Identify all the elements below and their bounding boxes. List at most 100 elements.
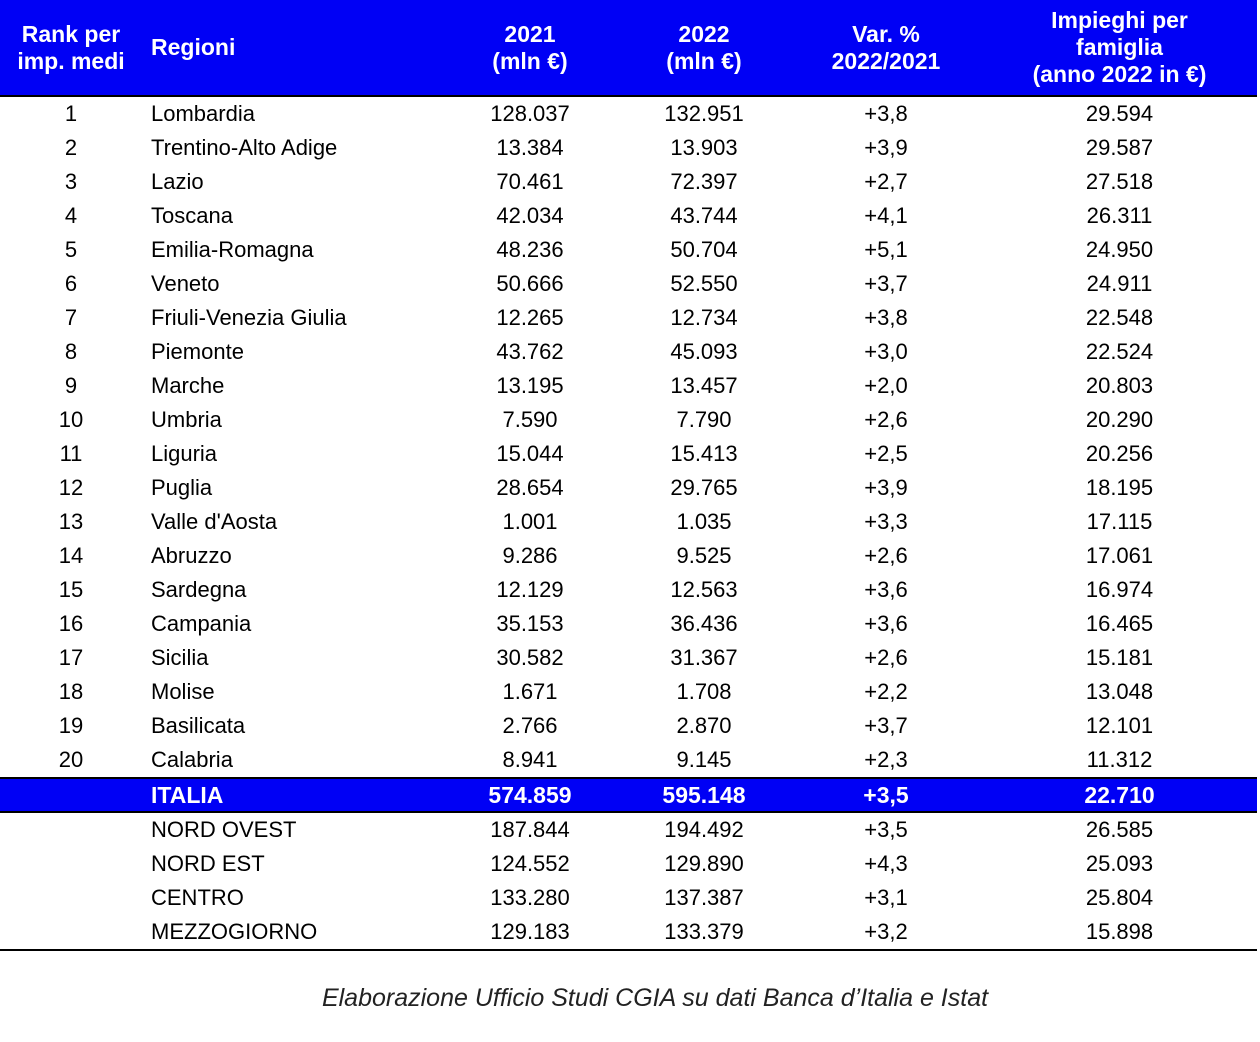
header-2022: 2022 (mln €) [618, 0, 790, 96]
region-cell: Trentino-Alto Adige [151, 135, 338, 160]
value-2022-cell: 137.387 [664, 885, 744, 910]
region-cell: Sardegna [151, 577, 247, 602]
rank-cell: 8 [64, 339, 78, 364]
value-2022-cell: 9.525 [676, 543, 732, 568]
value-2022-cell: 1.708 [676, 679, 732, 704]
area-row: NORD OVEST 187.844 194.492 +3,5 26.585 [0, 812, 1257, 847]
region-cell: Sicilia [151, 645, 209, 670]
value-2021-cell: 15.044 [496, 441, 564, 466]
ranking-table: Rank per imp. medi Regioni 2021 (mln €) 20… [0, 0, 1257, 950]
region-cell: NORD OVEST [151, 817, 297, 842]
table-row: 6 Veneto 50.666 52.550 +3,7 24.911 [0, 267, 1257, 301]
table-row: 20 Calabria 8.941 9.145 +2,3 11.312 [0, 743, 1257, 778]
rank-cell [0, 881, 142, 915]
value-2021-cell: 1.001 [502, 509, 558, 534]
var-percent-cell: +2,2 [864, 679, 908, 704]
per-family-cell: 20.803 [1085, 373, 1154, 398]
region-cell: Puglia [151, 475, 213, 500]
region-cell: Umbria [151, 407, 222, 432]
var-percent-cell: +3,7 [864, 713, 908, 738]
var-percent-cell: +3,3 [864, 509, 908, 534]
rank-cell: 20 [58, 747, 84, 772]
rank-cell: 13 [58, 509, 84, 534]
table-row: 1 Lombardia 128.037 132.951 +3,8 29.594 [0, 96, 1257, 131]
per-family-cell: 22.524 [1085, 339, 1154, 364]
var-percent-cell: +3,2 [864, 919, 908, 944]
per-family-cell: 16.465 [1085, 611, 1154, 636]
header-2021: 2021 (mln €) [442, 0, 618, 96]
rank-cell: 18 [58, 679, 84, 704]
table-row: 5 Emilia-Romagna 48.236 50.704 +5,1 24.950 [0, 233, 1257, 267]
rank-cell: 11 [59, 441, 83, 466]
per-family-cell: 18.195 [1085, 475, 1154, 500]
value-2022-cell: 9.145 [676, 747, 732, 772]
per-family-cell: 26.311 [1086, 203, 1153, 228]
per-family-cell: 27.518 [1085, 169, 1154, 194]
rank-cell: 14 [58, 543, 84, 568]
region-cell: Liguria [151, 441, 218, 466]
header-var: Var. % 2022/2021 [790, 0, 982, 96]
region-cell: NORD EST [151, 851, 265, 876]
table-header: Rank per imp. medi Regioni 2021 (mln €) 20… [0, 0, 1257, 96]
value-2021-cell: 574.859 [488, 781, 572, 808]
rank-cell [0, 847, 142, 881]
header-rank-line: imp. medi [17, 47, 125, 74]
per-family-cell: 11.312 [1086, 747, 1153, 772]
source-caption: Elaborazione Ufficio Studi CGIA su dati … [321, 984, 989, 1012]
rank-cell: 5 [64, 237, 78, 262]
value-2021-cell: 48.236 [496, 237, 564, 262]
value-2021-cell: 13.384 [496, 135, 564, 160]
var-percent-cell: +2,6 [864, 407, 908, 432]
rank-cell: 10 [58, 407, 84, 432]
value-2022-cell: 36.436 [670, 611, 738, 636]
table-row: 9 Marche 13.195 13.457 +2,0 20.803 [0, 369, 1257, 403]
area-row: CENTRO 133.280 137.387 +3,1 25.804 [0, 881, 1257, 915]
value-2021-cell: 8.941 [502, 747, 558, 772]
var-percent-cell: +2,5 [864, 441, 908, 466]
header-rank: Rank per imp. medi [0, 0, 142, 96]
region-cell: Molise [151, 679, 215, 704]
area-row: NORD EST 124.552 129.890 +4,3 25.093 [0, 847, 1257, 881]
table-row: 19 Basilicata 2.766 2.870 +3,7 12.101 [0, 709, 1257, 743]
var-percent-cell: +4,1 [864, 203, 908, 228]
value-2022-cell: 31.367 [670, 645, 738, 670]
header-var-line: Var. % [852, 20, 920, 47]
per-family-cell: 29.587 [1085, 135, 1154, 160]
region-cell: Basilicata [151, 713, 246, 738]
rank-cell: 6 [64, 271, 78, 296]
table-row: 3 Lazio 70.461 72.397 +2,7 27.518 [0, 165, 1257, 199]
var-percent-cell: +2,3 [864, 747, 908, 772]
table-row: 15 Sardegna 12.129 12.563 +3,6 16.974 [0, 573, 1257, 607]
value-2021-cell: 187.844 [490, 817, 570, 842]
rank-cell: 1 [64, 101, 78, 126]
value-2022-cell: 12.563 [670, 577, 738, 602]
header-region: Regioni [151, 34, 236, 60]
value-2021-cell: 133.280 [490, 885, 570, 910]
region-cell: Lazio [151, 169, 204, 194]
region-cell: Lombardia [151, 101, 255, 126]
per-family-cell: 24.950 [1085, 237, 1154, 262]
rank-cell: 19 [58, 713, 84, 738]
value-2021-cell: 124.552 [490, 851, 570, 876]
value-2021-cell: 1.671 [502, 679, 558, 704]
value-2022-cell: 595.148 [662, 781, 746, 808]
region-cell: Abruzzo [151, 543, 232, 568]
region-rows: 1 Lombardia 128.037 132.951 +3,8 29.594 2 Trent… [0, 96, 1257, 778]
per-family-cell: 24.911 [1086, 271, 1153, 296]
region-cell: Emilia-Romagna [151, 237, 314, 262]
var-percent-cell: +3,8 [864, 305, 908, 330]
var-percent-cell: +3,5 [863, 781, 909, 808]
value-2021-cell: 12.265 [496, 305, 564, 330]
header-family-line: (anno 2022 in €) [1032, 61, 1207, 87]
rank-cell: 9 [64, 373, 78, 398]
table-row: 11 Liguria 15.044 15.413 +2,5 20.256 [0, 437, 1257, 471]
table-row: 13 Valle d'Aosta 1.001 1.035 +3,3 17.115 [0, 505, 1257, 539]
header-per-family: Impieghi per famiglia (anno 2022 in €) [982, 0, 1257, 96]
per-family-cell: 25.093 [1085, 851, 1154, 876]
header-family-line: Impieghi per [1051, 7, 1188, 33]
value-2021-cell: 35.153 [496, 611, 564, 636]
per-family-cell: 15.181 [1085, 645, 1154, 670]
rank-cell: 16 [58, 611, 84, 636]
table-row: 10 Umbria 7.590 7.790 +2,6 20.290 [0, 403, 1257, 437]
value-2022-cell: 133.379 [664, 919, 744, 944]
